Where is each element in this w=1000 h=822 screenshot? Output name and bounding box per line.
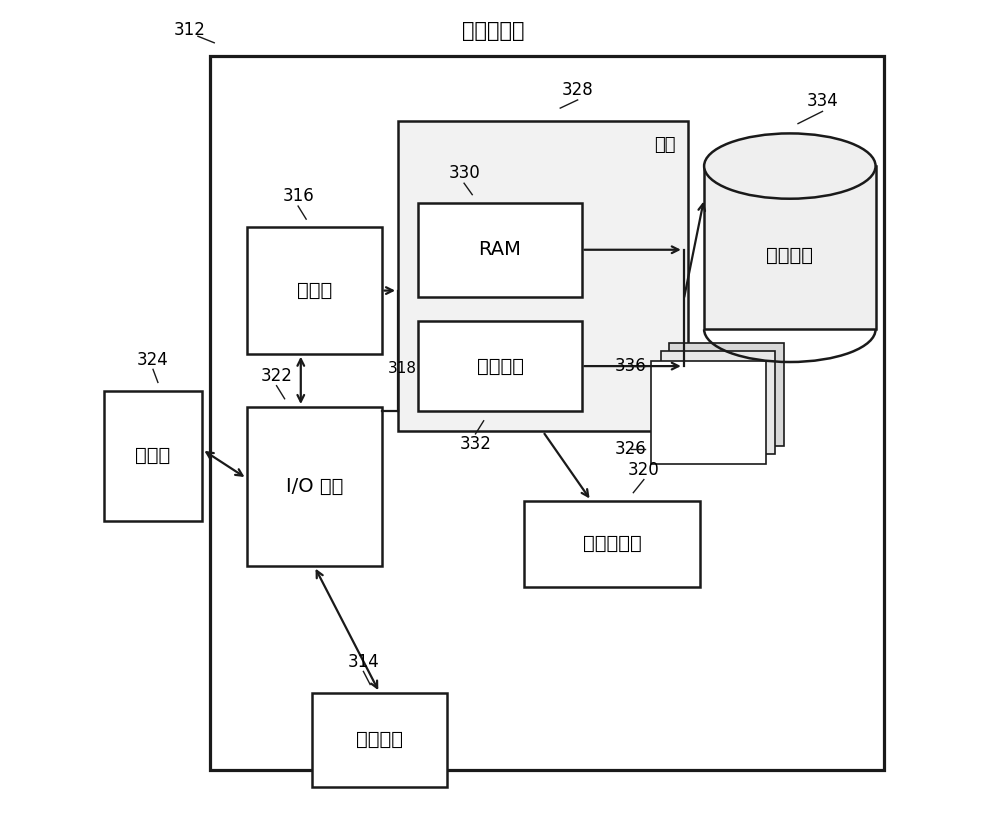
Text: 计算机设备: 计算机设备 [462,21,524,41]
Text: 318: 318 [388,361,417,376]
Text: 332: 332 [460,435,491,453]
Text: 显示器: 显示器 [135,446,171,465]
Text: 320: 320 [628,461,660,478]
Bar [247,228,382,353]
Bar [418,203,582,297]
Text: 存储系统: 存储系统 [766,247,813,266]
Bar [661,351,775,455]
Text: 高速缓存: 高速缓存 [477,357,524,376]
Ellipse shape [704,133,876,199]
Text: 312: 312 [174,21,206,39]
Bar [398,121,688,432]
Text: 330: 330 [448,164,480,182]
Bar [247,407,382,566]
Text: 内存: 内存 [654,136,676,154]
Text: 336: 336 [615,357,647,375]
Text: 316: 316 [282,187,314,206]
Text: 处理器: 处理器 [297,281,332,300]
Bar [704,166,876,330]
Bar [210,56,884,770]
Text: 网络适配器: 网络适配器 [583,534,642,553]
Bar [524,501,700,587]
Text: 334: 334 [807,92,838,110]
Text: RAM: RAM [479,240,521,259]
Text: 328: 328 [562,81,594,99]
Bar [669,344,784,446]
Text: 326: 326 [615,440,647,458]
Text: 324: 324 [137,350,169,368]
Text: 外部设备: 外部设备 [356,730,403,749]
Text: 322: 322 [261,367,292,385]
Bar [104,390,202,521]
Bar [418,321,582,411]
Text: 314: 314 [348,653,379,671]
Bar [312,693,447,787]
Text: I/O 接口: I/O 接口 [286,477,343,496]
Bar [651,361,766,464]
